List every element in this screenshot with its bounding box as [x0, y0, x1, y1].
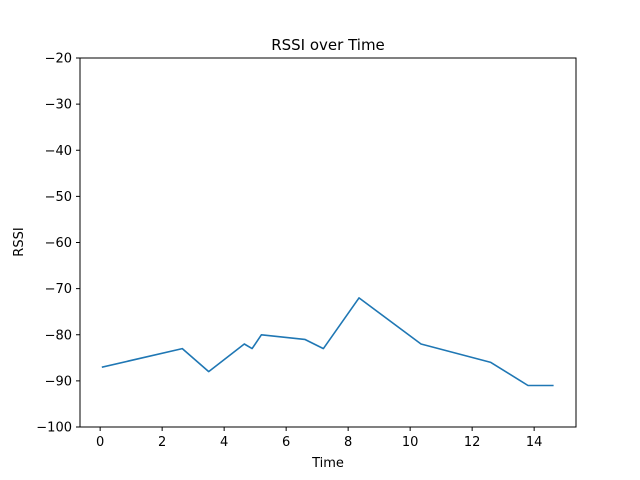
x-tick-label: 10	[402, 435, 419, 450]
x-tick-label: 4	[220, 435, 228, 450]
x-tick-label: 14	[526, 435, 543, 450]
x-axis-label: Time	[311, 456, 344, 471]
x-tick-label: 12	[464, 435, 481, 450]
series-layer	[101, 297, 554, 387]
y-tick-label: −30	[45, 98, 72, 113]
x-tick-label: 0	[96, 435, 104, 450]
y-tick-label: −50	[45, 190, 72, 205]
x-tick-label: 6	[282, 435, 290, 450]
chart-title: RSSI over Time	[271, 36, 385, 54]
y-tick-label: −40	[45, 144, 72, 159]
plot-area-frame	[79, 57, 577, 428]
y-axis-ticks: −100 −90 −80 −70 −60 −50 −40 −30 −20	[36, 52, 80, 436]
x-tick-label: 8	[344, 435, 352, 450]
y-tick-label: −20	[45, 52, 72, 67]
y-tick-label: −100	[36, 421, 72, 436]
y-tick-label: −90	[45, 374, 72, 389]
y-tick-label: −80	[45, 328, 72, 343]
x-axis-ticks: 0 2 4 6 8 10 12 14	[96, 427, 542, 450]
y-tick-label: −60	[45, 236, 72, 251]
x-tick-label: 2	[158, 435, 166, 450]
y-axis-label: RSSI	[12, 227, 27, 256]
y-tick-label: −70	[45, 282, 72, 297]
rssi-series-line	[101, 297, 554, 387]
